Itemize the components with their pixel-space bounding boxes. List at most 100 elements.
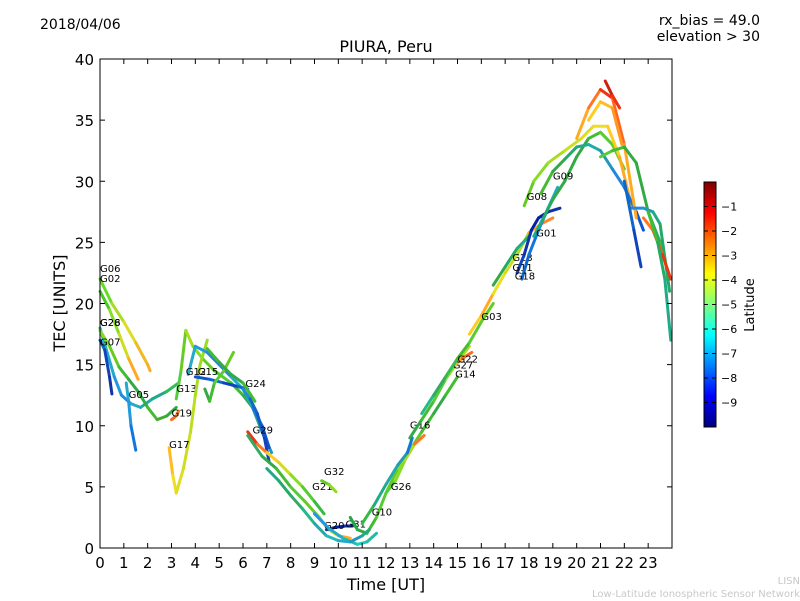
track-segment — [529, 216, 541, 232]
y-tick-label: 15 — [75, 357, 94, 375]
track-segment — [217, 360, 233, 376]
track-segment — [420, 412, 436, 434]
track-segment — [522, 179, 536, 208]
x-tick-label: 15 — [448, 554, 467, 572]
track-segment — [313, 500, 326, 516]
series-G06-0: G06 — [98, 264, 152, 373]
track-segment — [205, 350, 221, 367]
elevation-label: elevation > 30 — [656, 29, 760, 45]
track-segment — [336, 539, 352, 544]
track-segment — [444, 375, 459, 397]
satellite-label: G14 — [455, 369, 475, 380]
track-segment — [136, 390, 150, 409]
x-tick-label: 5 — [214, 554, 224, 572]
x-tick-label: 6 — [238, 554, 248, 572]
track-segment — [274, 467, 293, 489]
track-segment — [193, 363, 202, 397]
series-unlabeled-31 — [587, 100, 624, 147]
track-segment — [174, 409, 181, 418]
track-segment — [599, 100, 614, 110]
track-segment — [563, 145, 579, 161]
satellite-label: G19 — [172, 408, 192, 419]
track-segment — [241, 381, 257, 403]
track-segment — [198, 338, 209, 367]
series-G17-8: G17 — [167, 338, 209, 495]
track-segment — [384, 479, 398, 495]
x-tick-label: 22 — [615, 554, 634, 572]
track-segment — [98, 338, 107, 352]
track-segment — [479, 292, 495, 318]
x-tick-label: 8 — [286, 554, 296, 572]
track-segment — [641, 206, 655, 214]
credit-acronym: LISN — [777, 576, 800, 587]
colorbar-tick-label: −6 — [721, 323, 737, 336]
track-segment — [360, 528, 371, 538]
track-segment — [189, 393, 197, 434]
track-segment — [150, 390, 169, 401]
track-segment — [360, 503, 376, 526]
track-segment — [265, 451, 281, 464]
track-segment — [179, 328, 188, 373]
track-segment — [208, 381, 216, 403]
track-segment — [522, 228, 533, 257]
receiver-info: rx_bias = 49.0 elevation > 30 — [657, 13, 760, 45]
track-segment — [541, 198, 555, 220]
x-tick-label: 18 — [519, 554, 538, 572]
track-segment — [193, 375, 212, 381]
track-segment — [660, 253, 673, 281]
series-G24-11: G24 — [241, 379, 271, 464]
track-segment — [563, 136, 583, 153]
x-tick-label: 19 — [543, 554, 562, 572]
track-segment — [413, 434, 426, 446]
series-unlabeled-39 — [205, 347, 257, 403]
y-tick-label: 35 — [75, 112, 94, 130]
track-segment — [610, 106, 624, 147]
track-segment — [663, 277, 673, 342]
track-segment — [260, 454, 278, 471]
y-tick-label: 40 — [75, 51, 94, 69]
axes-layer: 0 1 2 3 4 5 6 7 8 9 10 11 12 13 14 15 16 17 18 19 20 21 22 2305… — [75, 51, 672, 572]
x-tick-label: 20 — [567, 554, 586, 572]
track-segment — [193, 344, 209, 354]
track-segment — [327, 482, 338, 494]
track-segment — [289, 473, 305, 489]
series-layer: G06G02G28G26G07G05G13G19G17G12G15G24G29G… — [98, 79, 673, 546]
track-segment — [289, 485, 307, 504]
y-tick-label: 30 — [75, 173, 94, 191]
track-segment — [539, 169, 555, 195]
track-segment — [108, 344, 121, 369]
track-segment — [289, 493, 305, 511]
series-G28-2: G28 — [98, 318, 181, 409]
track-segment — [165, 405, 178, 418]
y-tick-label: 10 — [75, 418, 94, 436]
track-segment — [599, 130, 614, 147]
track-segment — [520, 253, 531, 281]
track-segment — [124, 381, 131, 403]
track-segment — [599, 88, 614, 100]
track-segment — [575, 136, 591, 159]
track-segment — [262, 436, 271, 464]
x-tick-label: 21 — [591, 554, 610, 572]
track-segment — [265, 467, 281, 483]
track-segment — [606, 124, 622, 159]
track-segment — [405, 436, 414, 455]
track-segment — [205, 347, 221, 364]
credit-name: Low-Latitude Ionospheric Sensor Network — [592, 589, 800, 600]
series-unlabeled-36 — [646, 210, 673, 342]
track-segment — [222, 381, 240, 389]
track-segment — [212, 369, 226, 385]
series-unlabeled-35 — [641, 216, 673, 281]
track-segment — [229, 372, 245, 385]
track-segment — [551, 179, 567, 202]
satellite-label: G15 — [198, 367, 218, 378]
track-segment — [546, 149, 567, 165]
track-segment — [365, 531, 378, 544]
track-segment — [632, 228, 643, 269]
satellite-label: G09 — [553, 171, 573, 182]
track-segment — [324, 534, 340, 543]
track-segment — [491, 271, 507, 296]
colorbar-tick-label: −1 — [721, 201, 737, 214]
satellite-label: G27 — [453, 361, 473, 372]
series-G12-9: G12 — [186, 344, 271, 450]
track-segment — [146, 405, 159, 422]
